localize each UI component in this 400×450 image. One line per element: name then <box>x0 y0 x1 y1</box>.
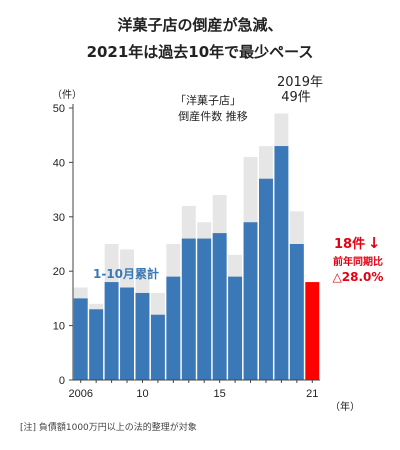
bar-cumulative-2018 <box>259 178 273 380</box>
series-label-cumulative: 1-10月累計 <box>93 266 159 281</box>
x-tick-label-2021: 21 <box>306 388 318 400</box>
x-unit-label: （年） <box>330 400 360 413</box>
annotation-yoy-label: 前年同期比 <box>333 255 383 268</box>
y-tick-label-30: 30 <box>53 212 65 224</box>
bar-cumulative-2019 <box>274 146 289 380</box>
y-tick-label-40: 40 <box>53 157 65 169</box>
bar-cumulative-2011 <box>150 314 165 380</box>
x-tick-label-2006: 2006 <box>68 388 92 400</box>
footnote: [注] 負債額1000万円以上の法的整理が対象 <box>20 423 197 433</box>
bar-cumulative-2013 <box>181 238 196 380</box>
annotation-peak-year: 2019年 <box>277 75 323 90</box>
y-tick-label-20: 20 <box>53 266 65 278</box>
bar-cumulative-2012 <box>166 276 181 380</box>
annotation-legend-line1: 「洋菓子店」 <box>175 93 241 107</box>
annotation-current-value: 18件 <box>334 236 365 252</box>
down-arrow-icon: ↓ <box>368 234 381 252</box>
bar-cumulative-2010 <box>135 292 150 380</box>
bar-cumulative-2014 <box>197 238 212 380</box>
bar-cumulative-2020 <box>289 244 304 380</box>
bar-cumulative-2008 <box>104 282 119 380</box>
bar-cumulative-2017 <box>243 222 258 380</box>
bar-cumulative-2015 <box>212 233 227 380</box>
bar-current-2021 <box>305 282 320 380</box>
x-tick-label-2015: 15 <box>214 388 226 400</box>
bar-cumulative-2006 <box>73 298 88 380</box>
annotation-peak-value: 49件 <box>281 90 311 105</box>
y-tick-label-10: 10 <box>53 321 65 333</box>
chart-title-line1: 洋菓子店の倒産が急減、 <box>117 16 283 34</box>
annotation-yoy-value: △28.0% <box>333 270 384 284</box>
x-tick-label-2010: 10 <box>136 388 148 400</box>
bar-cumulative-2016 <box>228 276 243 380</box>
y-tick-label-50: 50 <box>53 103 65 115</box>
y-unit-label: （件） <box>52 89 82 101</box>
bar-cumulative-2007 <box>89 309 104 380</box>
bar-cumulative-2009 <box>120 287 134 380</box>
y-tick-label-0: 0 <box>59 375 65 387</box>
annotation-legend-line2: 倒産件数 推移 <box>178 109 248 123</box>
chart-title-line2: 2021年は過去10年で最少ペース <box>86 43 314 61</box>
